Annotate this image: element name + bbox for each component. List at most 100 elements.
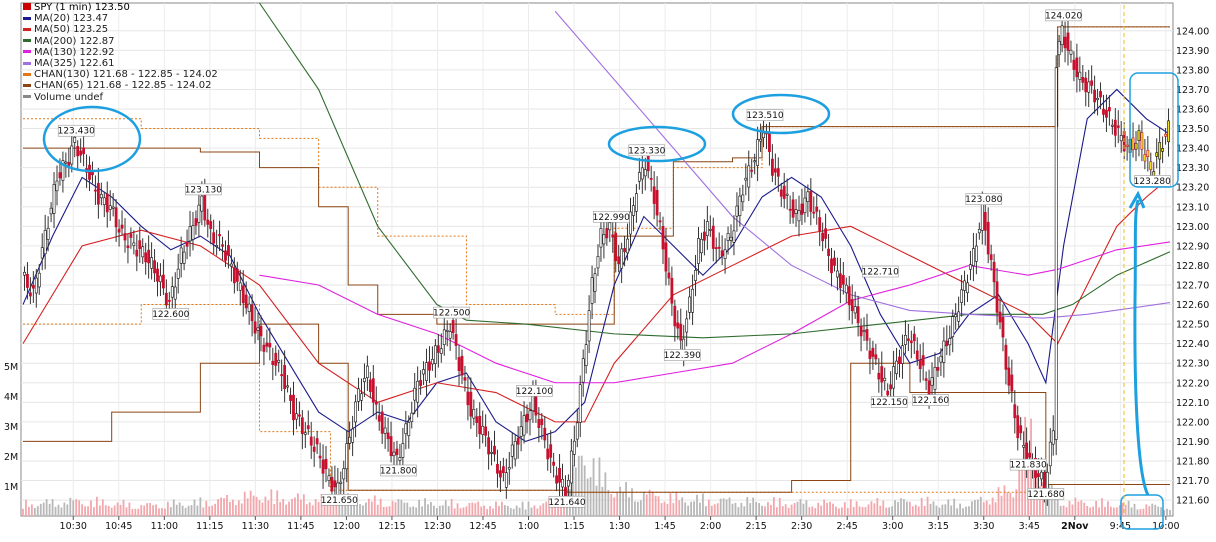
candle-body [1119, 135, 1123, 142]
candle-body [561, 478, 564, 488]
volume-bar [1115, 507, 1118, 516]
candle-body [605, 228, 609, 239]
volume-bar [699, 502, 701, 516]
volume-bar [628, 497, 630, 516]
candle-body [800, 203, 804, 215]
price-layer [23, 13, 1170, 506]
candle-body [1066, 32, 1070, 51]
candle-body [247, 303, 251, 312]
candle-body [357, 388, 360, 402]
candle-body [67, 162, 71, 166]
volume-bar [184, 507, 187, 516]
volume-bar [199, 497, 202, 516]
volume-bar [527, 501, 530, 516]
candle-body [303, 432, 307, 435]
candle-body [298, 414, 301, 417]
candle-body [966, 282, 969, 294]
candle-body [889, 384, 893, 390]
moving-average-line [259, 2, 1171, 339]
volume-bar [814, 508, 817, 516]
candle-body [126, 245, 130, 249]
candle-body [413, 387, 417, 401]
candle-body [608, 222, 612, 231]
volume-bar [994, 502, 997, 516]
volume-bar [1074, 497, 1077, 516]
volume-bar [1092, 506, 1095, 516]
volume-bar [441, 505, 444, 516]
volume-bar [1160, 507, 1163, 516]
candle-body [94, 189, 97, 192]
volume-bar [450, 499, 453, 516]
candle-body [915, 350, 919, 360]
price-label: 122.710 [862, 268, 899, 278]
candle-body [407, 422, 411, 437]
volume-bar [125, 507, 128, 516]
candle-body [26, 273, 29, 288]
time-tick-label: 11:45 [287, 521, 314, 532]
candle-body [945, 340, 949, 346]
price-tick-label: 124.00 [1176, 26, 1209, 37]
volume-bar [326, 496, 329, 516]
candle-body [431, 358, 434, 365]
legend-label: MA(200) 122.87 [34, 35, 115, 47]
volume-bar [775, 507, 778, 516]
candle-body [295, 413, 298, 420]
volume-bar [335, 505, 338, 516]
candle-body [649, 177, 653, 180]
volume-bar [172, 499, 175, 516]
candle-body [312, 446, 316, 452]
volume-bar [311, 505, 314, 516]
time-tick-label: 12:30 [424, 521, 451, 532]
legend-swatch [23, 72, 31, 76]
volume-bar [580, 455, 583, 516]
candle-body [336, 482, 340, 495]
candle-icon [23, 3, 31, 10]
volume-bar [864, 507, 867, 516]
volume-bar [840, 507, 843, 516]
volume-bar [1157, 506, 1160, 516]
candle-body [655, 189, 659, 216]
candle-body [868, 350, 872, 360]
candle-body [661, 226, 665, 250]
candle-body [206, 219, 210, 225]
volume-bar [140, 505, 143, 516]
volume-bar [533, 505, 536, 516]
volume-bar [752, 497, 755, 516]
candle-body [847, 286, 851, 306]
highlight-box [1120, 494, 1164, 530]
candle-body [1042, 471, 1046, 489]
volume-bar [722, 498, 725, 516]
volume-bar [962, 508, 964, 516]
chart-title-text: SPY (1 min) 123.50 [34, 2, 130, 13]
volume-bar [737, 507, 740, 516]
volume-bar [956, 508, 959, 516]
volume-bar [427, 504, 429, 516]
volume-bar [690, 501, 692, 516]
candle-body [602, 234, 606, 245]
volume-bar [903, 499, 905, 516]
volume-bar [879, 505, 882, 516]
volume-bar [237, 500, 240, 516]
candle-body [874, 354, 878, 360]
volume-bar [571, 465, 574, 516]
candle-body [818, 217, 822, 231]
volume-bar [397, 499, 400, 516]
candle-body [1037, 473, 1040, 478]
candle-body [617, 256, 621, 265]
volume-bar [867, 504, 870, 516]
volume-bar [846, 508, 849, 516]
price-label-box [57, 124, 95, 137]
candle-body [596, 256, 600, 269]
annotation-layer [42, 5, 1179, 530]
volume-bar [521, 501, 524, 516]
candle-body [540, 418, 544, 426]
volume-bar [811, 506, 814, 516]
legend-label: CHAN(130) 121.68 - 122.85 - 124.02 [34, 69, 218, 81]
candle-body [1040, 471, 1043, 480]
volume-bar [923, 505, 926, 516]
candle-body [321, 459, 325, 474]
candle-body [954, 314, 958, 318]
price-label: 123.080 [965, 195, 1002, 205]
legend-swatch [23, 95, 31, 99]
candle-body [705, 221, 709, 236]
